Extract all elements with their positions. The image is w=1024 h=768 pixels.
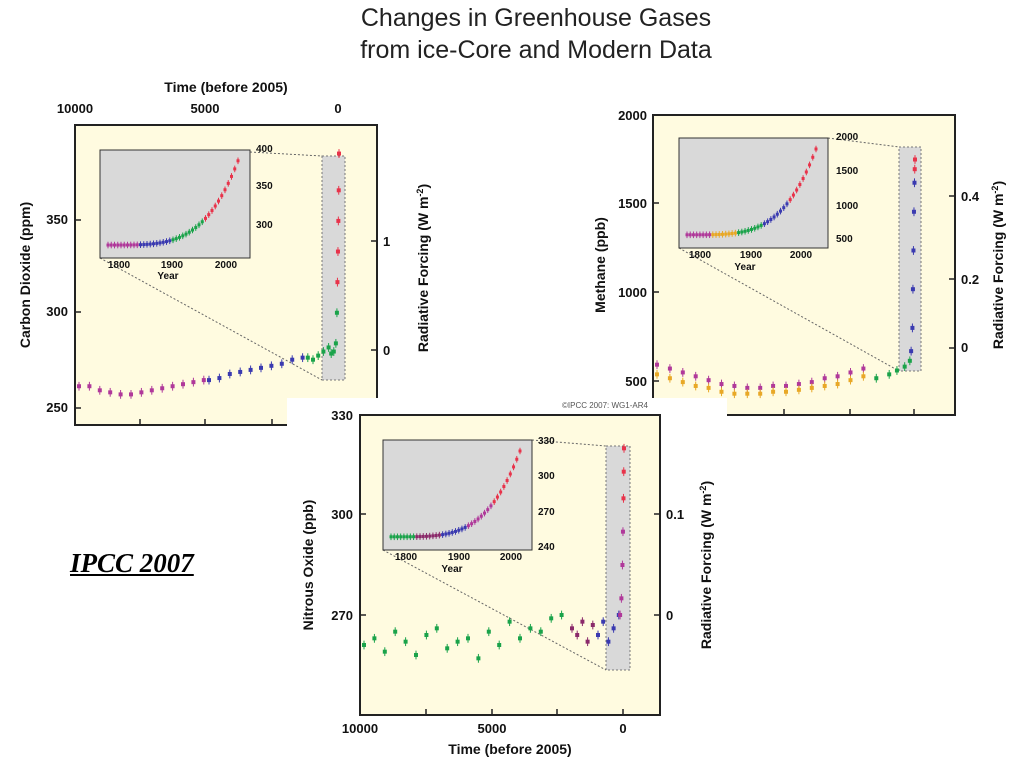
co2-y-label: Carbon Dioxide (ppm) [17, 202, 33, 348]
methane-y-label: Methane (ppb) [592, 217, 608, 313]
co2-y2-label: Radiative Forcing (W m-2) [415, 184, 431, 352]
co2-series-group [77, 149, 341, 399]
methane-inset-series [685, 145, 818, 239]
methane-y-tick: 2000 [618, 108, 647, 123]
n2o-y2-label: Radiative Forcing (W m-2) [698, 481, 714, 649]
methane-inset-y-tick: 1500 [836, 166, 859, 177]
n2o-inset-y-tick: 330 [538, 436, 555, 447]
co2-y2-tick: 0 [383, 343, 390, 358]
co2-top-tick: 0 [334, 101, 341, 116]
co2-inset-x-label: Year [157, 271, 178, 282]
n2o-x-label: Time (before 2005) [448, 741, 571, 757]
n2o-inset-x-label: Year [441, 564, 462, 575]
n2o-inset-x-tick: 1800 [395, 552, 418, 563]
methane-inset-y-tick: 2000 [836, 132, 859, 143]
n2o-series-group [362, 443, 626, 663]
slide-title-line1: Changes in Greenhouse Gases [360, 4, 712, 32]
n2o-y-tick: 270 [331, 608, 353, 623]
methane-inset-x-tick: 1800 [689, 250, 712, 261]
methane-chart: 500 1000 1500 2000 Methane (ppb) 0 0.2 0… [592, 108, 1006, 416]
n2o-inset-x-tick: 1900 [448, 552, 471, 563]
n2o-inset-x-tick: 2000 [500, 552, 523, 563]
n2o-inset-series [389, 447, 522, 541]
n2o-x-tick: 5000 [478, 721, 507, 736]
co2-inset [99, 149, 251, 259]
co2-inset-x-tick: 1900 [161, 260, 184, 271]
n2o-y-tick: 330 [331, 408, 353, 423]
n2o-zoom-region [605, 445, 631, 671]
co2-zoom-region [321, 155, 346, 381]
n2o-x-tick: 10000 [342, 721, 378, 736]
co2-y2-tick: 1 [383, 234, 390, 249]
n2o-y-label: Nitrous Oxide (ppb) [300, 500, 316, 631]
co2-y-tick: 350 [46, 212, 68, 227]
methane-y-tick: 500 [625, 374, 647, 389]
co2-inset-y-tick: 350 [256, 181, 273, 192]
methane-inset-y-tick: 1000 [836, 201, 859, 212]
n2o-y-tick: 300 [331, 507, 353, 522]
watermark: ©IPCC 2007: WG1-AR4 [562, 401, 648, 410]
co2-top-tick: 10000 [57, 101, 93, 116]
co2-top-tick: 5000 [191, 101, 220, 116]
n2o-inset-y-tick: 300 [538, 471, 555, 482]
methane-inset-y-tick: 500 [836, 234, 853, 245]
methane-inset [678, 137, 829, 249]
methane-y-tick: 1000 [618, 285, 647, 300]
co2-top-axis-label: Time (before 2005) [164, 79, 287, 95]
methane-y-tick: 1500 [618, 196, 647, 211]
methane-y2-label: Radiative Forcing (W m-2) [990, 181, 1006, 349]
co2-inset-x-tick: 1800 [108, 260, 131, 271]
n2o-inset [382, 439, 533, 551]
n2o-x-tick: 0 [619, 721, 626, 736]
methane-inset-x-tick: 2000 [790, 250, 813, 261]
methane-inset-x-label: Year [734, 262, 755, 273]
co2-chart: 10000 5000 0 Time (before 2005) 250 300 … [17, 79, 431, 426]
methane-series-group [655, 155, 917, 399]
co2-y-tick: 250 [46, 400, 68, 415]
methane-y2-tick: 0.2 [961, 272, 979, 287]
n2o-chart: ©IPCC 2007: WG1-AR4 270 300 330 Nitrous … [287, 398, 727, 768]
slide-title: Changes in Greenhouse Gases from ice-Cor… [0, 2, 1024, 66]
methane-y2-tick: 0.4 [961, 189, 980, 204]
co2-y-tick: 300 [46, 304, 68, 319]
co2-inset-x-tick: 2000 [215, 260, 238, 271]
n2o-y2-tick: 0 [666, 608, 673, 623]
credit-text: IPCC 2007 [70, 548, 194, 578]
n2o-y2-tick: 0.1 [666, 507, 684, 522]
co2-inset-y-tick: 300 [256, 220, 273, 231]
co2-inset-series [106, 157, 240, 249]
methane-zoom-region [898, 146, 922, 372]
n2o-inset-y-tick: 240 [538, 542, 555, 553]
n2o-inset-y-tick: 270 [538, 507, 555, 518]
co2-inset-y-tick: 400 [256, 144, 273, 155]
slide-title-line2: from ice-Core and Modern Data [360, 36, 712, 64]
methane-y2-tick: 0 [961, 340, 968, 355]
methane-inset-x-tick: 1900 [740, 250, 763, 261]
